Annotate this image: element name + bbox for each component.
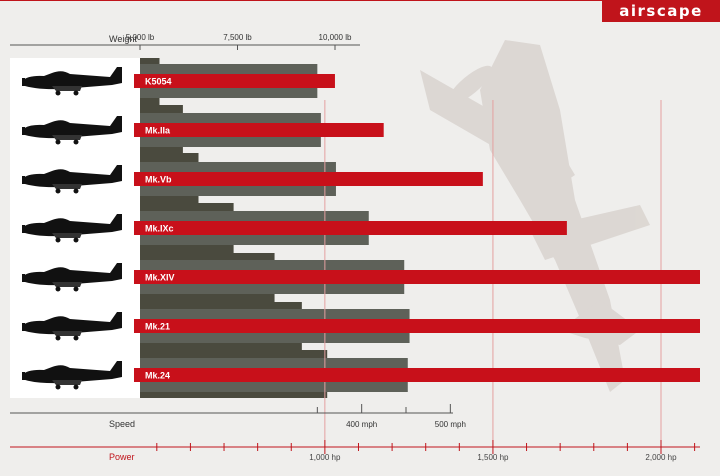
top-rule	[0, 0, 720, 1]
power-ticks: 1,000 hp 1,500 hp 2,000 hp	[156, 440, 696, 462]
tick-label: 500 mph	[435, 420, 466, 429]
weight-ticks: 5,000 lb 7,500 lb 10,000 lb	[126, 33, 352, 50]
power-bar-mk-iia	[134, 123, 384, 137]
top-bar: airscape	[0, 0, 720, 22]
spitfire-silhouette-icon	[22, 67, 122, 96]
power-bar-mk-ixc	[134, 221, 567, 235]
spitfire-silhouette-icon	[22, 165, 122, 194]
power-bar-k5054	[134, 74, 335, 88]
weight-axis-title: Weight	[109, 34, 137, 44]
variant-label-mk-iia: Mk.IIa	[145, 126, 171, 136]
airscape-logo: airscape	[602, 0, 720, 22]
variant-label-k5054: K5054	[145, 77, 172, 87]
tick-label: 5,000 lb	[126, 33, 155, 42]
spitfire-silhouette-icon	[22, 214, 122, 243]
power-bar-mk-21	[134, 319, 700, 333]
spitfire-silhouette-icon	[22, 116, 122, 145]
variant-label-mk-21: Mk.21	[145, 322, 170, 332]
power-axis-title: Power	[109, 452, 135, 462]
variant-label-mk-ixc: Mk.IXc	[145, 224, 174, 234]
spitfire-silhouette-icon	[22, 361, 122, 390]
variant-label-mk-24: Mk.24	[145, 371, 170, 381]
tick-label: 2,000 hp	[645, 453, 677, 462]
variant-labels: K5054 Mk.IIa Mk.Vb Mk.IXc Mk.XIV Mk.21 Mk.24	[145, 77, 175, 381]
spitfire-silhouette-icon	[22, 312, 122, 341]
speed-axis-title: Speed	[109, 419, 135, 429]
variant-label-mk-xiv: Mk.XIV	[145, 273, 175, 283]
speed-ticks: 400 mph 500 mph	[316, 404, 466, 429]
tick-label: 10,000 lb	[319, 33, 352, 42]
power-bar-mk-vb	[134, 172, 483, 186]
power-series	[134, 74, 700, 447]
tick-label: 1,500 hp	[477, 453, 509, 462]
variant-label-mk-vb: Mk.Vb	[145, 175, 172, 185]
power-bar-mk-24	[134, 368, 700, 382]
power-bar-mk-xiv	[134, 270, 700, 284]
tick-label: 1,000 hp	[309, 453, 341, 462]
tick-label: 400 mph	[346, 420, 377, 429]
spitfire-silhouette-icon	[22, 263, 122, 292]
tick-label: 7,500 lb	[223, 33, 252, 42]
silhouette-group	[22, 67, 122, 390]
